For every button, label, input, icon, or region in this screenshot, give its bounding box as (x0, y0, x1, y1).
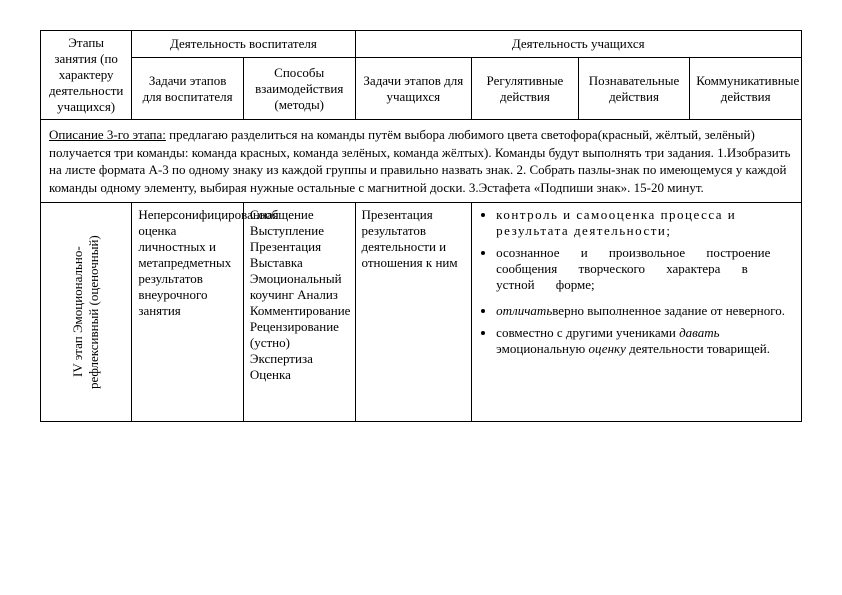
description-row: Описание 3-го этапа: предлагаю разделить… (41, 120, 802, 203)
bullet-2: осознанное и произвольное построение соо… (496, 245, 795, 293)
description-label: Описание 3-го этапа: (49, 127, 166, 142)
header-teacher-tasks: Задачи этапов для воспитателя (132, 58, 244, 120)
header-cognitive: Познавательные действия (578, 58, 690, 120)
stage4-student-tasks: Презентация результатов деятельности и о… (355, 203, 472, 422)
stage3-description: Описание 3-го этапа: предлагаю разделить… (41, 120, 802, 203)
header-methods: Способы взаимодействия (методы) (243, 58, 355, 120)
stage4-actions: контроль и самооценка процесса и результ… (472, 203, 802, 422)
bullet-3: отличатьверно выполненное задание от нев… (496, 303, 795, 319)
stage4-label: IV этап Эмоционально-рефлексивный (оцено… (41, 203, 132, 422)
header-regulatory: Регулятивные действия (472, 58, 579, 120)
header-student-tasks: Задачи этапов для учащихся (355, 58, 472, 120)
header-student-activity: Деятельность учащихся (355, 31, 802, 58)
header-row-1: Этапы занятия (по характеру деятельности… (41, 31, 802, 58)
actions-list: контроль и самооценка процесса и результ… (478, 207, 795, 293)
header-communicative: Коммуникативные действия (690, 58, 802, 120)
header-teacher-activity: Деятельность воспитателя (132, 31, 355, 58)
header-stages: Этапы занятия (по характеру деятельности… (41, 31, 132, 120)
stage4-methods: Сообщение Выступление Презентация Выстав… (243, 203, 355, 422)
stage4-row: IV этап Эмоционально-рефлексивный (оцено… (41, 203, 802, 422)
lesson-plan-table: Этапы занятия (по характеру деятельности… (40, 30, 802, 422)
actions-list-2: отличатьверно выполненное задание от нев… (478, 303, 795, 357)
stage4-teacher-tasks: Неперсонифицированная оценка личностных … (132, 203, 244, 422)
bullet-1: контроль и самооценка процесса и результ… (496, 207, 795, 239)
header-row-2: Задачи этапов для воспитателя Способы вз… (41, 58, 802, 120)
bullet-4: совместно с другими учениками давать эмо… (496, 325, 795, 357)
